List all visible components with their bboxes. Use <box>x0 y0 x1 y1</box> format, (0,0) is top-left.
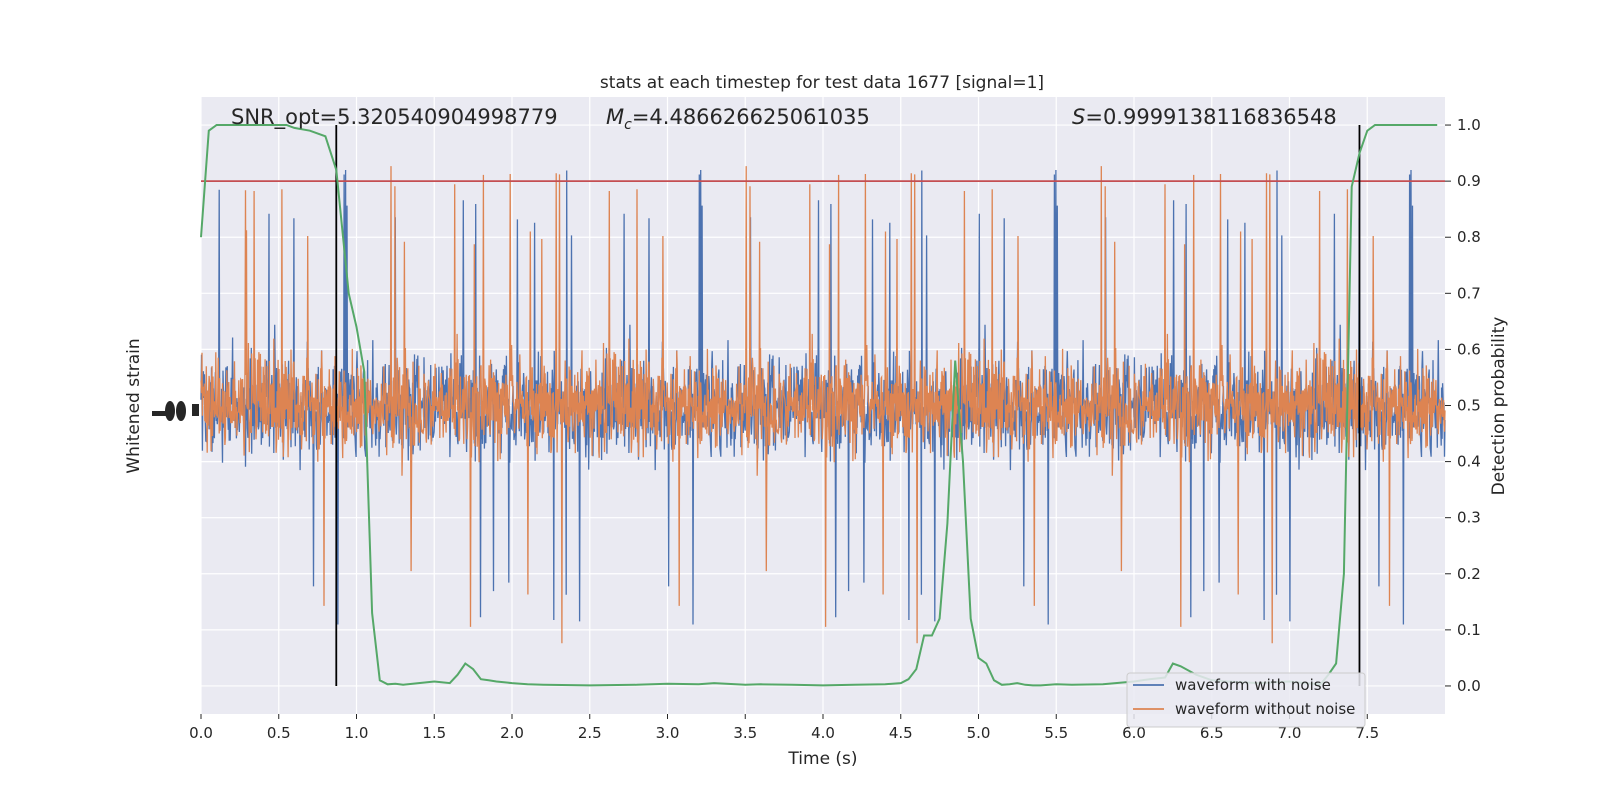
x-axis-label: Time (s) <box>787 749 857 769</box>
score-symbol: S <box>1072 105 1085 129</box>
legend-label-waveform-with-noise: waveform with noise <box>1175 676 1331 694</box>
chirp-mass-symbol: M <box>606 105 624 129</box>
x-tick-label: 6.5 <box>1200 724 1224 742</box>
y-tick-label: 0.0 <box>1457 677 1481 695</box>
right-axis-label: Detection probability <box>1489 317 1509 496</box>
x-tick-label: 1.5 <box>422 724 446 742</box>
legend: waveform with noise waveform without noi… <box>1126 672 1366 728</box>
legend-label-waveform-without-noise: waveform without noise <box>1175 700 1355 718</box>
y-tick-label: 0.6 <box>1457 340 1481 358</box>
x-tick-label: 0.0 <box>189 724 213 742</box>
x-tick-label: 7.5 <box>1355 724 1379 742</box>
y-tick-label: 0.9 <box>1457 172 1481 190</box>
x-tick-label: 6.0 <box>1122 724 1146 742</box>
chart-title: stats at each timestep for test data 167… <box>600 73 1044 93</box>
y-tick-label: 0.2 <box>1457 565 1481 583</box>
y-tick-label: 0.8 <box>1457 228 1481 246</box>
x-tick-label: 0.5 <box>267 724 291 742</box>
annotations: SNR_opt=5.320540904998779 Mc=4.486626625… <box>231 105 1337 133</box>
x-tick-label: 5.5 <box>1044 724 1068 742</box>
x-tick-label: 1.0 <box>345 724 369 742</box>
y-tick-label: 0.3 <box>1457 509 1481 527</box>
chirp-mass-annotation: Mc=4.486626625061035 <box>606 105 870 133</box>
chirp-mass-value: =4.486626625061035 <box>632 105 870 129</box>
right-axis-ticks: 0.0 0.1 0.2 0.3 0.4 0.5 0.6 0.7 0.8 0.9 1.0 <box>1445 116 1481 695</box>
y-tick-label: 1.0 <box>1457 116 1481 134</box>
chirp-mass-subscript: c <box>624 117 632 133</box>
x-tick-label: 3.5 <box>733 724 757 742</box>
y-tick-label: 0.5 <box>1457 397 1481 415</box>
x-tick-label: 7.0 <box>1278 724 1302 742</box>
snr-annotation: SNR_opt=5.320540904998779 <box>231 105 558 130</box>
score-annotation: S=0.9999138116836548 <box>1072 105 1337 129</box>
x-tick-label: 4.5 <box>889 724 913 742</box>
score-value: =0.9999138116836548 <box>1085 105 1336 129</box>
strain-series-layer <box>200 166 1446 644</box>
y-tick-label: 0.4 <box>1457 453 1481 471</box>
x-tick-label: 5.0 <box>967 724 991 742</box>
x-tick-label: 2.5 <box>578 724 602 742</box>
y-tick-label: 0.7 <box>1457 284 1481 302</box>
left-axis-label: Whitened strain <box>124 338 144 473</box>
left-axis-tick-glyph <box>152 401 199 421</box>
x-tick-label: 2.0 <box>500 724 524 742</box>
series-waveform-without-noise <box>200 166 1446 644</box>
x-tick-label: 4.0 <box>811 724 835 742</box>
y-tick-label: 0.1 <box>1457 621 1481 639</box>
x-axis-ticks: 0.0 0.5 1.0 1.5 2.0 2.5 3.0 3.5 4.0 4.5 5.0 5.5 6.0 6… <box>189 714 1379 742</box>
legend-box <box>1126 672 1366 728</box>
x-tick-label: 3.0 <box>656 724 680 742</box>
